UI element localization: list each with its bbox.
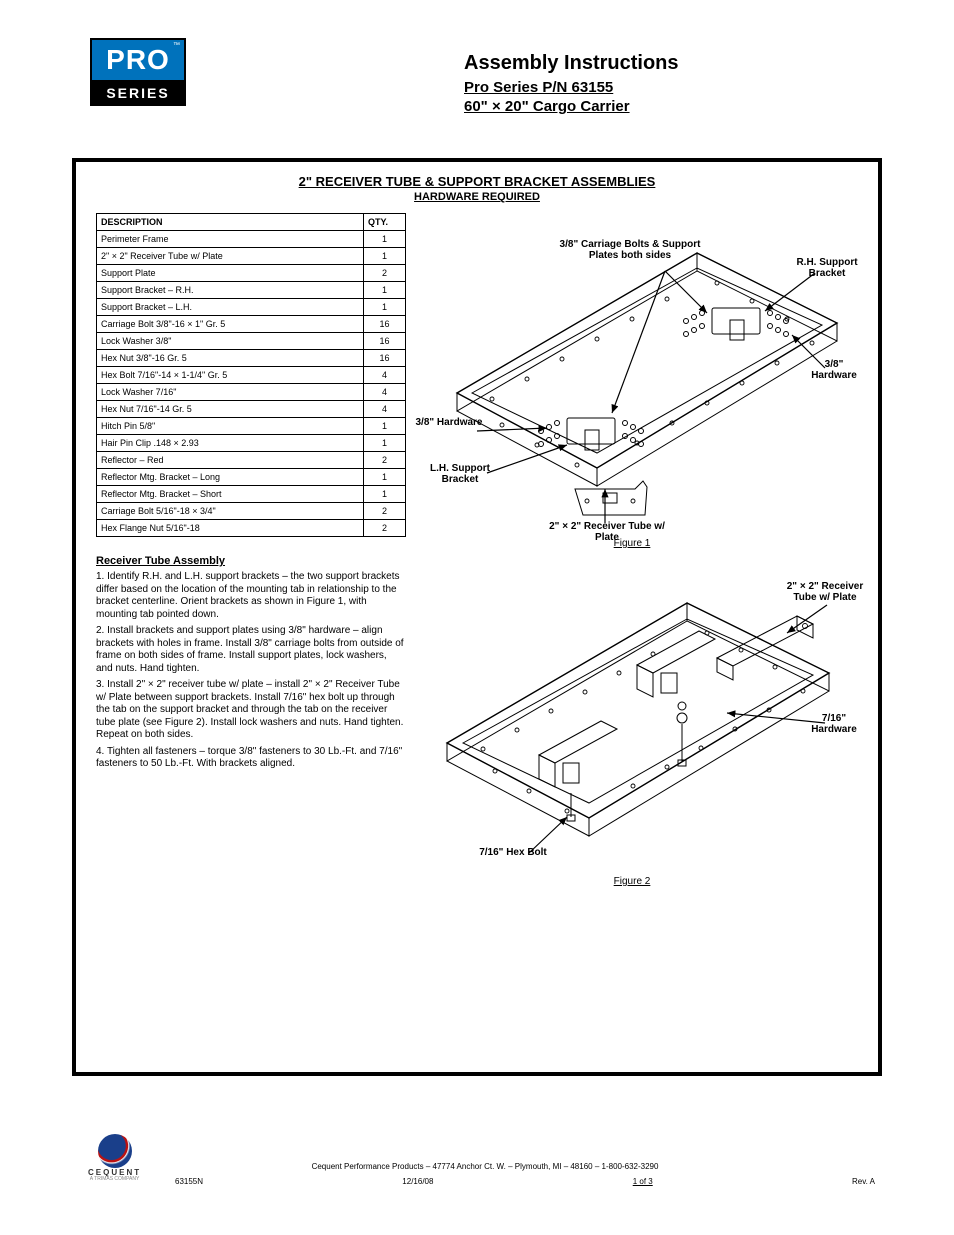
model-line: 60" × 20" Cargo Carrier [464,98,884,115]
figure-2: 2" × 2" Receiver Tube w/ Plate 7/16" Har… [417,553,847,873]
table-row: Perimeter Frame1 [97,231,406,248]
cell-desc: Hex Nut 7/16"-14 Gr. 5 [97,401,364,418]
brand-logo: PRO ™ SERIES [90,38,186,106]
fig1-callout-b: R.H. Support Bracket [791,257,863,279]
footer-text: Cequent Performance Products – 47774 Anc… [175,1162,795,1187]
fig1-callout-a: 3/8" Carriage Bolts & Support Plates bot… [555,239,705,261]
cequent-swoosh-icon [98,1134,132,1168]
footer-rev: Rev. A [852,1177,875,1187]
cell-qty: 1 [364,299,406,316]
fig1-label: Figure 1 [417,538,847,549]
fig1-callout-d: 3/8" Hardware [805,359,863,381]
instr-title: Receiver Tube Assembly [96,555,406,567]
doc-title: Assembly Instructions [464,52,884,75]
cell-desc: Hex Nut 3/8"-16 Gr. 5 [97,350,364,367]
cell-desc: Support Bracket – L.H. [97,299,364,316]
table-row: Support Bracket – R.H.1 [97,282,406,299]
footer-date: 12/16/08 [402,1177,433,1187]
footer-sub: A TRIMAS COMPANY [88,1177,141,1182]
table-row: Hitch Pin 5/8"1 [97,418,406,435]
logo-top: PRO ™ [90,38,186,82]
cell-qty: 1 [364,435,406,452]
cell-qty: 2 [364,503,406,520]
header-block: Assembly Instructions Pro Series P/N 631… [464,52,884,115]
col-desc: DESCRIPTION [97,214,364,231]
fig2-callout-b: 7/16" Hardware [805,713,863,735]
cell-desc: Carriage Bolt 3/8"-16 × 1" Gr. 5 [97,316,364,333]
section-title: 2" RECEIVER TUBE & SUPPORT BRACKET ASSEM… [96,174,858,189]
footer-logo: CEQUENT A TRIMAS COMPANY [88,1134,141,1182]
cell-desc: Hex Flange Nut 5/16"-18 [97,520,364,537]
cell-desc: Support Plate [97,265,364,282]
footer-page: 1 of 3 [633,1177,653,1187]
table-row: 2" × 2" Receiver Tube w/ Plate1 [97,248,406,265]
cell-desc: Hex Bolt 7/16"-14 × 1-1/4" Gr. 5 [97,367,364,384]
cell-desc: Hair Pin Clip .148 × 2.93 [97,435,364,452]
cell-desc: Support Bracket – R.H. [97,282,364,299]
col-qty: QTY. [364,214,406,231]
footer-addr: Cequent Performance Products – 47774 Anc… [175,1162,795,1172]
cell-desc: Perimeter Frame [97,231,364,248]
table-row: Hair Pin Clip .148 × 2.931 [97,435,406,452]
table-row: Lock Washer 7/16"4 [97,384,406,401]
content-frame: 2" RECEIVER TUBE & SUPPORT BRACKET ASSEM… [72,158,882,1076]
table-row: Hex Flange Nut 5/16"-182 [97,520,406,537]
fig2-callout-a: 2" × 2" Receiver Tube w/ Plate [785,581,865,603]
cell-qty: 1 [364,469,406,486]
figure-1: 3/8" Carriage Bolts & Support Plates bot… [417,213,847,543]
cell-qty: 4 [364,384,406,401]
cell-desc: Reflector Mtg. Bracket – Long [97,469,364,486]
cell-qty: 16 [364,333,406,350]
cell-qty: 2 [364,452,406,469]
cell-qty: 4 [364,401,406,418]
cell-desc: Reflector – Red [97,452,364,469]
step-2: 2. Install brackets and support plates u… [96,625,406,675]
cell-desc: Reflector Mtg. Bracket – Short [97,486,364,503]
part-number: Pro Series P/N 63155 [464,79,884,96]
cell-qty: 1 [364,486,406,503]
cell-desc: 2" × 2" Receiver Tube w/ Plate [97,248,364,265]
cell-qty: 16 [364,316,406,333]
cell-qty: 4 [364,367,406,384]
cell-qty: 1 [364,418,406,435]
table-row: Hex Nut 7/16"-14 Gr. 54 [97,401,406,418]
logo-series: SERIES [90,82,186,106]
table-row: Reflector Mtg. Bracket – Short1 [97,486,406,503]
table-row: Hex Bolt 7/16"-14 × 1-1/4" Gr. 54 [97,367,406,384]
cell-desc: Carriage Bolt 5/16"-18 × 3/4" [97,503,364,520]
table-row: Lock Washer 3/8"16 [97,333,406,350]
table-row: Support Bracket – L.H.1 [97,299,406,316]
cell-qty: 2 [364,265,406,282]
table-row: Hex Nut 3/8"-16 Gr. 516 [97,350,406,367]
fig2-label: Figure 2 [417,876,847,887]
cell-qty: 16 [364,350,406,367]
step-4: 4. Tighten all fasteners – torque 3/8" f… [96,746,406,771]
table-row: Reflector Mtg. Bracket – Long1 [97,469,406,486]
cell-desc: Lock Washer 7/16" [97,384,364,401]
cell-desc: Hitch Pin 5/8" [97,418,364,435]
cell-qty: 2 [364,520,406,537]
step-3: 3. Install 2" × 2" receiver tube w/ plat… [96,679,406,742]
fig1-callout-c: L.H. Support Bracket [423,463,497,485]
logo-pro: PRO [106,44,170,75]
cell-qty: 1 [364,231,406,248]
cell-qty: 1 [364,282,406,299]
step-1: 1. Identify R.H. and L.H. support bracke… [96,571,406,621]
instructions-block: 1. Identify R.H. and L.H. support bracke… [96,571,406,771]
footer-pn: 63155N [175,1177,203,1187]
section-subtitle: HARDWARE REQUIRED [96,191,858,203]
cell-qty: 1 [364,248,406,265]
cell-desc: Lock Washer 3/8" [97,333,364,350]
fig1-callout-d2: 3/8" Hardware [413,417,485,428]
fig2-callout-c: 7/16" Hex Bolt [477,847,549,858]
table-row: Carriage Bolt 3/8"-16 × 1" Gr. 516 [97,316,406,333]
parts-table: DESCRIPTION QTY. Perimeter Frame12" × 2"… [96,213,406,537]
logo-tm: ™ [173,42,181,49]
table-row: Reflector – Red2 [97,452,406,469]
table-row: Support Plate2 [97,265,406,282]
table-row: Carriage Bolt 5/16"-18 × 3/4"2 [97,503,406,520]
